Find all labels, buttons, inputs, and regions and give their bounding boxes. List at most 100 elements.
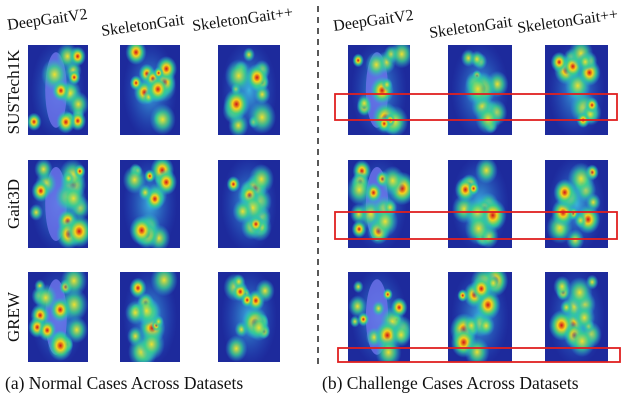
row-label: SUSTech1K — [4, 49, 23, 134]
hotspot — [568, 325, 596, 358]
hotspot — [467, 181, 480, 196]
hotspot — [62, 171, 75, 186]
hotspot — [74, 164, 86, 179]
hotspot — [573, 304, 596, 331]
heatmap — [348, 45, 410, 135]
hotspot — [585, 97, 599, 113]
hotspot — [138, 328, 165, 361]
hotspot — [69, 46, 86, 67]
hotspot — [127, 326, 144, 347]
hotspot — [372, 300, 385, 317]
hotspot — [348, 174, 373, 206]
highlight-box — [337, 347, 621, 363]
hotspot — [553, 178, 576, 206]
hotspot — [226, 176, 241, 193]
hotspot — [31, 179, 51, 203]
hotspot — [52, 80, 70, 102]
hotspot — [247, 314, 271, 342]
heatmap-body — [120, 272, 180, 362]
heatmap — [218, 160, 280, 248]
hotspot — [60, 272, 88, 297]
column-label: SkeletonGait — [100, 11, 186, 40]
column-label: SkeletonGait++ — [191, 4, 294, 35]
hotspot — [471, 276, 492, 302]
hotspot — [146, 75, 170, 103]
hotspot — [553, 275, 571, 298]
hotspot — [56, 110, 76, 134]
heatmap — [448, 160, 512, 248]
hotspot — [574, 212, 588, 229]
hotspot — [377, 115, 391, 132]
heatmap — [545, 160, 608, 248]
hotspot — [475, 103, 501, 135]
heatmap — [120, 272, 180, 362]
hotspot — [155, 169, 178, 196]
hotspot — [550, 51, 568, 73]
heatmap-body — [28, 160, 88, 248]
heatmap-body — [348, 272, 410, 362]
heatmap — [448, 45, 512, 135]
caption: (a) Normal Cases Across Datasets — [5, 373, 243, 393]
hotspot — [350, 203, 368, 225]
hotspot — [125, 45, 147, 65]
heatmap — [218, 272, 280, 362]
heatmap-body — [218, 160, 280, 248]
column-label: DeepGaitV2 — [332, 7, 414, 35]
hotspot — [475, 160, 498, 185]
hotspot — [382, 198, 398, 217]
hotspot — [248, 100, 276, 135]
hotspot — [129, 215, 155, 246]
heatmaps — [28, 45, 608, 362]
heatmap-body — [218, 272, 280, 362]
hotspot — [60, 183, 87, 214]
heatmap-body — [545, 45, 608, 135]
hotspot — [477, 315, 495, 337]
heatmap-body — [448, 160, 512, 248]
heatmap-body — [545, 160, 608, 248]
hotspot — [390, 297, 408, 318]
heatmap-body — [120, 45, 180, 135]
hotspot — [391, 322, 410, 347]
hotspot — [125, 300, 146, 325]
hotspot — [129, 277, 147, 299]
heatmap — [28, 45, 88, 135]
hotspot — [29, 203, 44, 221]
column-label: DeepGaitV2 — [6, 6, 88, 34]
hotspot — [224, 59, 253, 93]
heatmap — [448, 272, 512, 362]
hotspot — [150, 272, 178, 297]
heatmap-body — [348, 160, 410, 248]
hotspot — [240, 292, 254, 308]
heatmap — [545, 272, 608, 362]
hotspot — [382, 288, 393, 301]
hotspot — [351, 220, 367, 239]
hotspot — [380, 165, 406, 196]
hotspot — [65, 215, 88, 248]
hotspot — [28, 112, 42, 131]
hotspot — [464, 211, 493, 246]
hotspot — [352, 280, 364, 294]
heatmap-body — [545, 272, 608, 362]
highlight-box — [334, 211, 618, 240]
heatmap — [545, 45, 608, 135]
heatmap-body — [448, 45, 512, 135]
heatmap — [120, 45, 180, 135]
hotspot — [122, 165, 147, 194]
hotspot — [67, 91, 88, 118]
heatmap — [28, 272, 88, 362]
hotspot — [34, 160, 53, 181]
hotspot — [232, 273, 246, 290]
hotspot — [65, 316, 88, 344]
hotspot — [47, 330, 74, 361]
hotspot — [255, 279, 275, 303]
hotspot — [469, 50, 485, 68]
row-label: Gait3D — [4, 179, 23, 229]
hotspot — [464, 72, 492, 106]
heatmap-body — [218, 45, 280, 135]
hotspot — [577, 52, 594, 72]
heatmap-body — [120, 160, 180, 248]
heatmap — [218, 45, 280, 135]
hotspot — [560, 299, 573, 315]
hotspot — [232, 199, 253, 224]
